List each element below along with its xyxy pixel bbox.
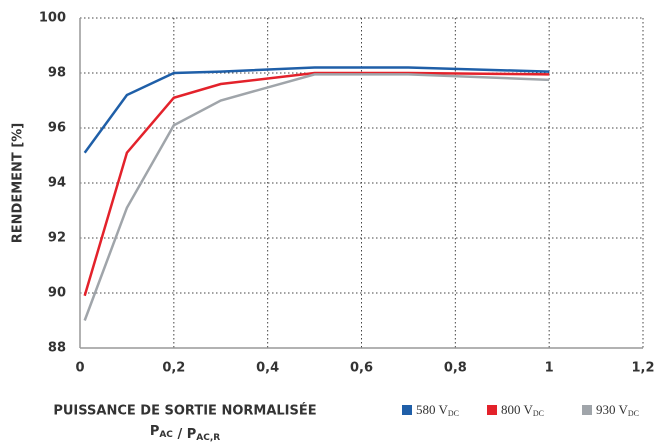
legend-name: 580 V: [416, 402, 449, 417]
x-tick-label: 0: [75, 361, 84, 376]
series-line: [83, 66, 550, 154]
legend-swatch: [402, 405, 412, 415]
y-tick-label: 98: [48, 66, 66, 81]
x-axis-label: PUISSANCE DE SORTIE NORMALISÉE: [53, 403, 316, 419]
legend-name: 930 V: [596, 402, 629, 417]
legend-label: 930 VDC: [596, 402, 639, 418]
y-tick-label: 90: [48, 286, 66, 301]
formula-text: /: [173, 427, 187, 442]
formula-text: P: [187, 427, 197, 442]
y-tick-label: 96: [48, 121, 66, 136]
legend-swatch: [582, 405, 592, 415]
legend-subscript: DC: [448, 409, 459, 418]
legend-label: 800 VDC: [501, 402, 544, 418]
y-tick-label: 92: [48, 231, 66, 246]
x-axis-formula: PAC / PAC,R: [150, 424, 220, 443]
y-tick-label: 88: [48, 341, 66, 356]
legend-name: 800 V: [501, 402, 534, 417]
x-tick-label: 1: [545, 361, 554, 376]
y-tick-label: 94: [48, 176, 66, 191]
legend-subscript: DC: [533, 409, 544, 418]
formula-text: P: [150, 424, 160, 439]
x-tick-label: 0,6: [350, 361, 373, 376]
x-tick-label: 1,2: [631, 361, 654, 376]
formula-subscript: AC,R: [196, 433, 220, 443]
legend-subscript: DC: [628, 409, 639, 418]
y-tick-label: 100: [39, 11, 66, 26]
series-line: [83, 71, 550, 297]
legend-label: 580 VDC: [416, 402, 459, 418]
series-line: [83, 73, 550, 321]
x-tick-label: 0,8: [444, 361, 467, 376]
x-tick-label: 0,4: [256, 361, 279, 376]
x-tick-label: 0,2: [162, 361, 185, 376]
y-axis-label: RENDEMENT [%]: [11, 123, 26, 243]
legend-swatch: [487, 405, 497, 415]
formula-subscript: AC: [159, 430, 173, 440]
